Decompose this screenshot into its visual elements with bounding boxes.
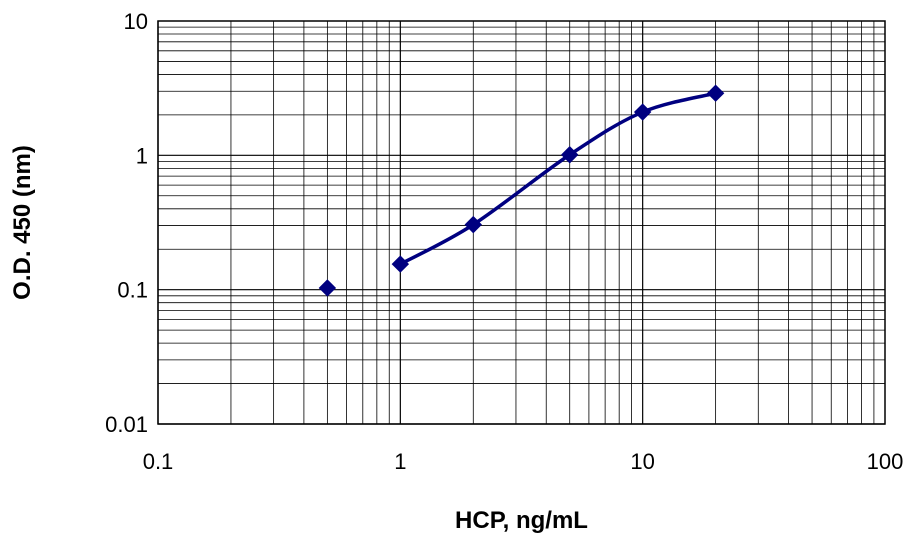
data-point-marker <box>633 103 652 121</box>
y-axis-title: O.D. 450 (nm) <box>9 145 36 300</box>
x-tick-label: 100 <box>867 449 904 474</box>
x-axis-tick-labels: 0.1 1 10 100 <box>143 449 904 474</box>
x-axis-title: HCP, ng/mL <box>455 507 588 534</box>
data-point-marker <box>318 279 337 297</box>
data-points <box>318 84 725 297</box>
data-point-marker <box>561 146 579 164</box>
series-curve <box>398 91 718 266</box>
y-axis-tick-labels: 0.01 0.1 1 10 <box>105 9 148 437</box>
x-tick-label: 0.1 <box>143 449 174 474</box>
plot-area-frame <box>157 20 886 425</box>
data-point-marker <box>706 84 725 102</box>
y-tick-label: 1 <box>136 143 148 168</box>
y-tick-label: 10 <box>124 9 148 34</box>
x-tick-label: 1 <box>394 449 406 474</box>
data-point-marker <box>391 255 410 273</box>
y-tick-label: 0.1 <box>117 278 148 303</box>
grid-lines <box>157 21 885 425</box>
data-point-marker <box>464 215 482 234</box>
y-tick-label: 0.01 <box>105 412 148 437</box>
x-tick-label: 10 <box>630 449 654 474</box>
